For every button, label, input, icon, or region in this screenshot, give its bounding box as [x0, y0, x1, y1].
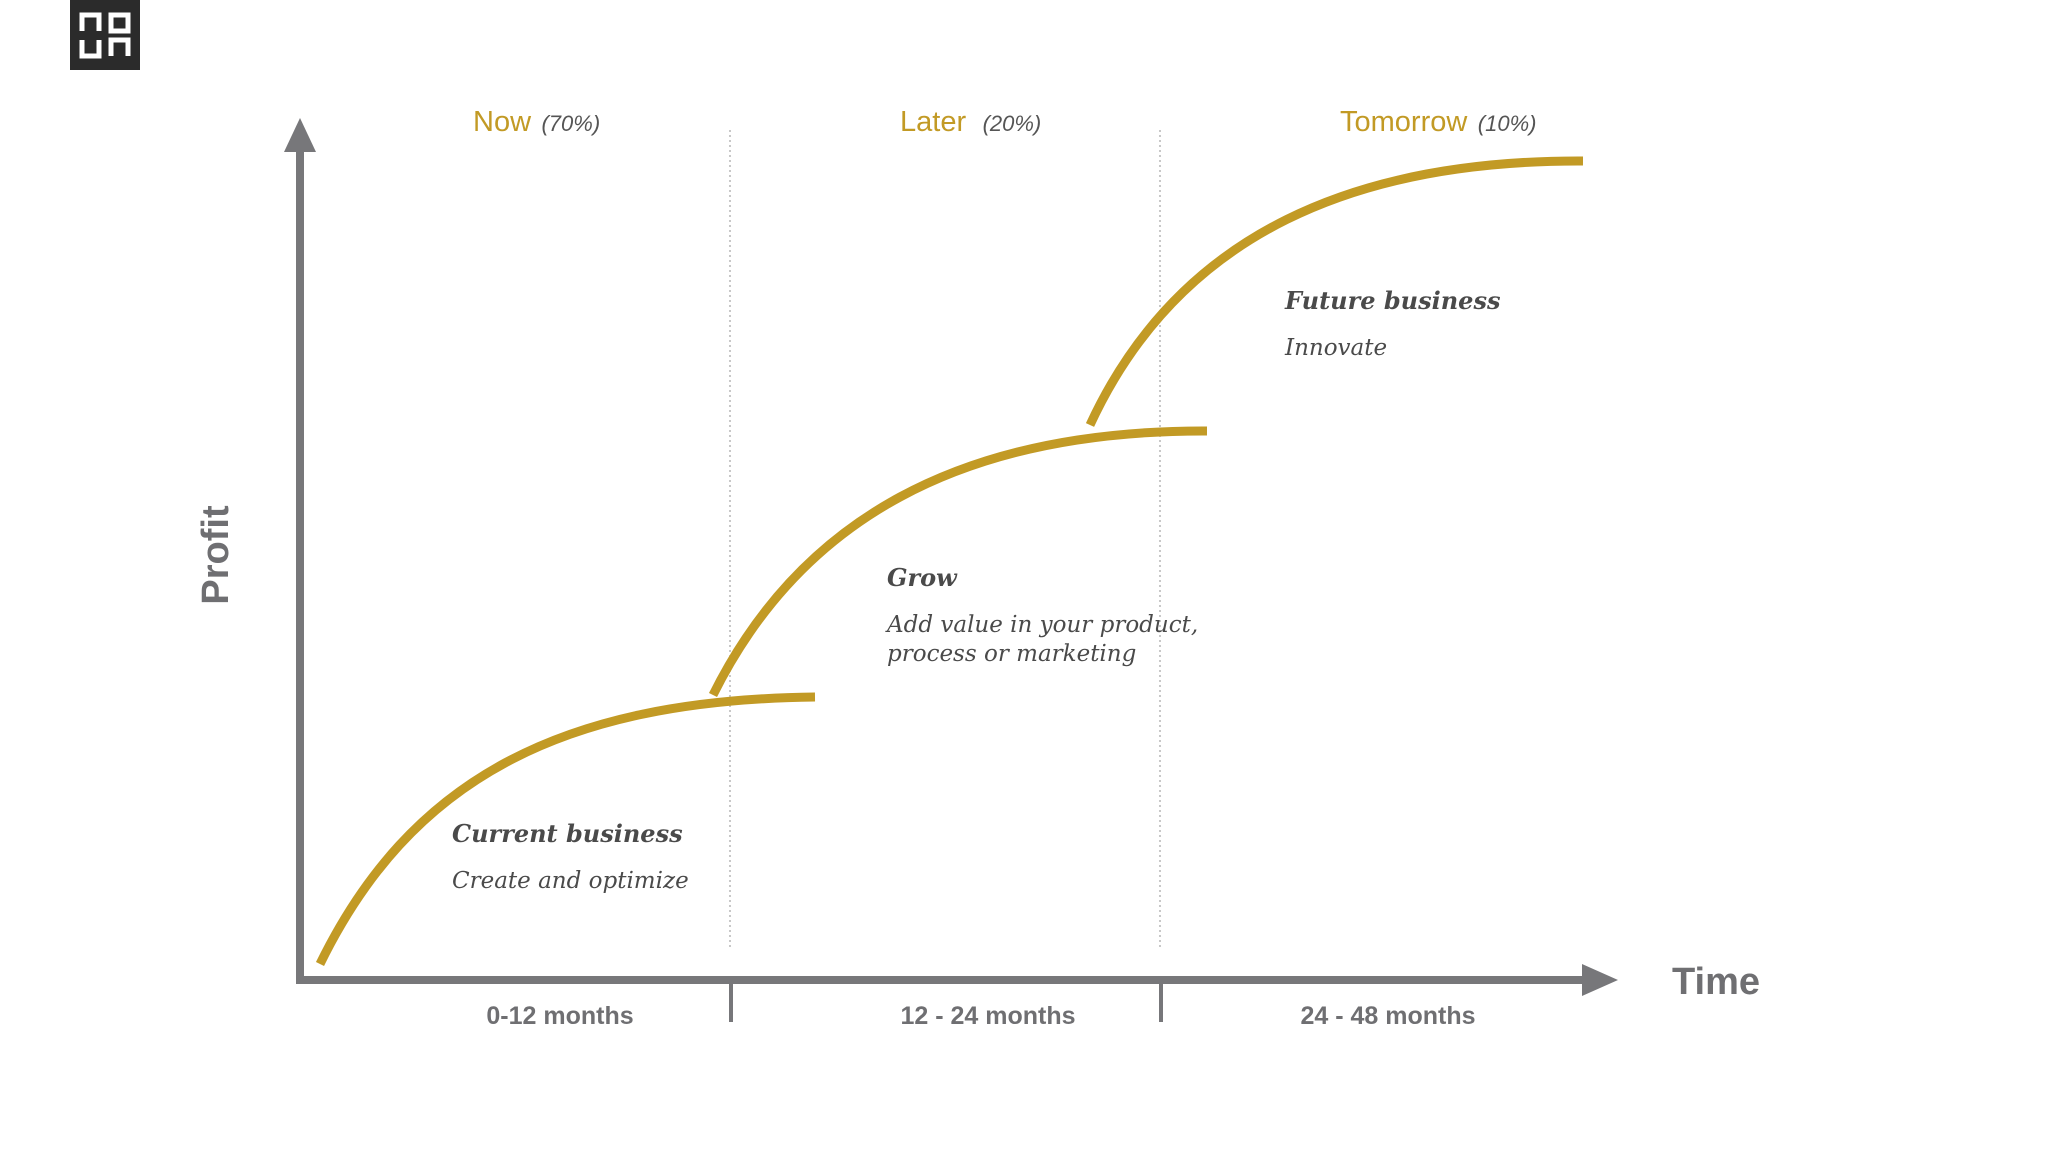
- stage-desc-future-business: Innovate: [1284, 335, 1387, 361]
- phase-share: (70%): [541, 111, 600, 136]
- stage-title-current-business: Current business: [452, 819, 683, 848]
- phase-header-later: Later (20%): [900, 106, 1041, 138]
- phase-header-now: Now (70%): [473, 106, 600, 138]
- y-axis-arrow-icon: [284, 118, 316, 152]
- stage-desc-current-business: Create and optimize: [452, 868, 689, 894]
- noun-logo-icon: [70, 0, 140, 70]
- phase-share: (10%): [1478, 111, 1537, 136]
- phase-name: Later: [900, 106, 966, 138]
- stage-title-grow: Grow: [887, 563, 958, 592]
- phase-name: Tomorrow: [1340, 106, 1468, 138]
- x-axis-arrow-icon: [1582, 964, 1618, 996]
- period-label-3: 24 - 48 months: [1300, 1002, 1475, 1030]
- stage-title-future-business: Future business: [1284, 286, 1501, 315]
- y-axis-label: Profit: [195, 505, 237, 605]
- curve-future-business: [1085, 156, 1584, 427]
- stage-desc-grow-line-2: process or marketing: [887, 641, 1136, 667]
- period-label-1: 0-12 months: [486, 1002, 633, 1030]
- stage-desc-grow-line-1: Add value in your product,: [885, 612, 1198, 638]
- period-label-2: 12 - 24 months: [900, 1002, 1075, 1030]
- curve-grow: [708, 426, 1208, 698]
- phase-share: (20%): [983, 111, 1042, 136]
- phase-name: Now: [473, 106, 532, 138]
- phase-header-tomorrow: Tomorrow (10%): [1340, 106, 1536, 138]
- curve-current-business: [315, 692, 816, 966]
- x-axis-label: Time: [1672, 961, 1760, 1003]
